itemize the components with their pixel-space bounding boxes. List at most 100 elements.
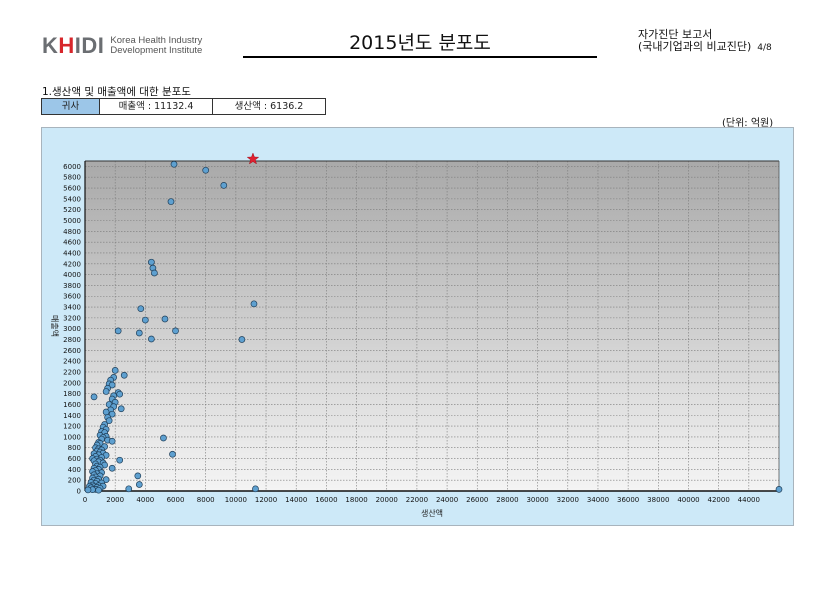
company-info-row: 귀사 매출액 : 11132.4 생산액 : 6136.2 [41,98,326,115]
data-point [141,316,149,324]
y-tick-label: 3000 [63,325,81,333]
y-tick-label: 400 [68,466,81,474]
y-tick-label: 200 [68,477,81,485]
y-axis-label: 매출액 [50,315,60,337]
data-point [116,456,124,464]
production-value: 생산액 : 6136.2 [212,99,325,114]
unit-label: (단위: 억원) [722,118,774,129]
data-point [108,464,116,472]
company-highlight-star [246,152,260,165]
data-point [161,315,169,323]
y-tick-label: 1000 [63,433,81,441]
x-tick-label: 28000 [496,496,518,504]
data-point [102,388,110,395]
x-tick-label: 32000 [557,496,579,504]
x-tick-label: 20000 [376,496,398,504]
data-point [125,485,133,493]
x-tick-label: 10000 [225,496,247,504]
x-tick-label: 18000 [345,496,367,504]
y-tick-label: 2400 [63,358,81,366]
company-label: 귀사 [42,99,99,114]
x-tick-label: 8000 [197,496,215,504]
x-tick-label: 12000 [255,496,277,504]
data-point [105,417,113,425]
data-point [102,476,110,483]
data-point [108,381,116,389]
y-tick-label: 2800 [63,336,81,344]
y-tick-label: 800 [68,444,81,452]
title-underline [243,56,597,58]
y-tick-label: 1800 [63,390,81,398]
y-tick-label: 0 [77,488,81,496]
logo: KHIDI Korea Health Industry Development … [42,33,202,59]
y-tick-label: 3200 [63,314,81,322]
section-title: 1.생산액 및 매출액에 대한 분포도 [42,86,191,98]
data-point [202,166,210,174]
data-point [170,160,178,168]
data-point [108,410,116,418]
data-point [84,486,92,494]
data-point [167,198,175,205]
y-tick-label: 5000 [63,217,81,225]
y-tick-label: 3400 [63,304,81,312]
y-tick-label: 6000 [63,163,81,171]
page-number: 4/8 [757,43,772,53]
logo-text: Korea Health Industry Development Instit… [110,35,203,56]
x-tick-label: 6000 [167,496,185,504]
x-tick-label: 36000 [617,496,639,504]
data-point [90,393,98,401]
x-tick-label: 40000 [677,496,699,504]
data-point [160,434,167,442]
y-tick-label: 4000 [63,271,81,279]
y-tick-label: 1400 [63,412,81,420]
data-point [148,335,155,343]
y-tick-label: 4600 [63,239,81,247]
logo-mark: KHIDI [42,33,105,58]
data-point [151,269,158,277]
data-point [135,329,143,337]
y-tick-label: 2200 [63,368,81,376]
data-point [120,371,128,379]
x-tick-label: 16000 [315,496,337,504]
data-point [137,305,145,313]
sales-value: 매출액 : 11132.4 [99,99,212,114]
data-point [117,405,125,413]
data-point [135,481,143,488]
x-tick-label: 30000 [526,496,548,504]
data-point [172,327,179,335]
y-tick-label: 5400 [63,195,81,203]
data-point [134,472,142,480]
data-point [116,390,124,398]
report-subtitle: (국내기업과의 비교진단) [638,40,752,53]
data-point [238,336,246,343]
report-title-block: 자가진단 보고서 (국내기업과의 비교진단) 4/8 [638,29,772,54]
y-tick-label: 4400 [63,249,81,257]
data-point [108,437,116,445]
data-point [114,327,122,335]
y-tick-label: 1200 [63,423,81,431]
y-tick-label: 4200 [63,260,81,268]
data-point [102,408,110,416]
y-tick-label: 3800 [63,282,81,290]
scatter-chart: 0 200 400 600 800 1000 1200 1400 1600 1800 2000 220… [50,152,783,518]
y-tick-label: 5600 [63,185,81,193]
y-tick-label: 1600 [63,401,81,409]
x-tick-label: 22000 [406,496,428,504]
y-tick-label: 5800 [63,174,81,182]
data-point [775,486,783,493]
page-title: 2015년도 분포도 [349,32,491,54]
x-tick-label: 0 [83,496,87,504]
x-tick-label: 4000 [136,496,154,504]
y-tick-label: 4800 [63,228,81,236]
data-point [148,258,155,266]
y-tick-label: 2600 [63,347,81,355]
data-point [169,450,176,458]
x-tick-label: 42000 [708,496,730,504]
data-point [250,300,258,308]
x-tick-label: 44000 [738,496,760,504]
data-point [220,181,228,189]
x-tick-label: 34000 [587,496,609,504]
x-tick-label: 26000 [466,496,488,504]
y-tick-label: 5200 [63,206,81,214]
y-tick-label: 600 [68,455,81,463]
